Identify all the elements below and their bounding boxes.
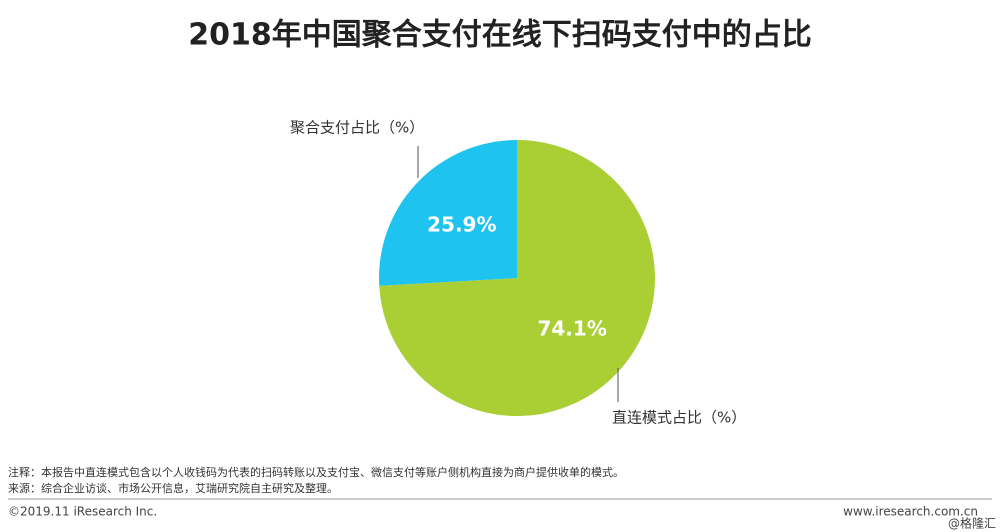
value-label: 74.1% <box>537 317 606 341</box>
note: 来源：综合企业访谈、市场公开信息，艾瑞研究院自主研究及整理。 <box>8 481 338 495</box>
value-label: 25.9% <box>427 212 496 236</box>
pie-slice <box>379 140 656 416</box>
slice-label: 直连模式占比（%） <box>612 409 746 427</box>
chart-title: 2018年中国聚合支付在线下扫码支付中的占比 <box>188 18 812 53</box>
watermark: @格隆汇 <box>948 516 996 531</box>
pie-slice <box>379 140 517 286</box>
slice-label: 聚合支付占比（%） <box>290 119 424 137</box>
pie: 74.1% 25.9% <box>379 140 656 416</box>
note: 注释：本报告中直连模式包含以个人收钱码为代表的扫码转账以及支付宝、微信支付等账户… <box>8 465 624 479</box>
copyright: ©2019.11 iResearch Inc. <box>8 505 157 519</box>
website: www.iresearch.com.cn <box>843 505 978 519</box>
